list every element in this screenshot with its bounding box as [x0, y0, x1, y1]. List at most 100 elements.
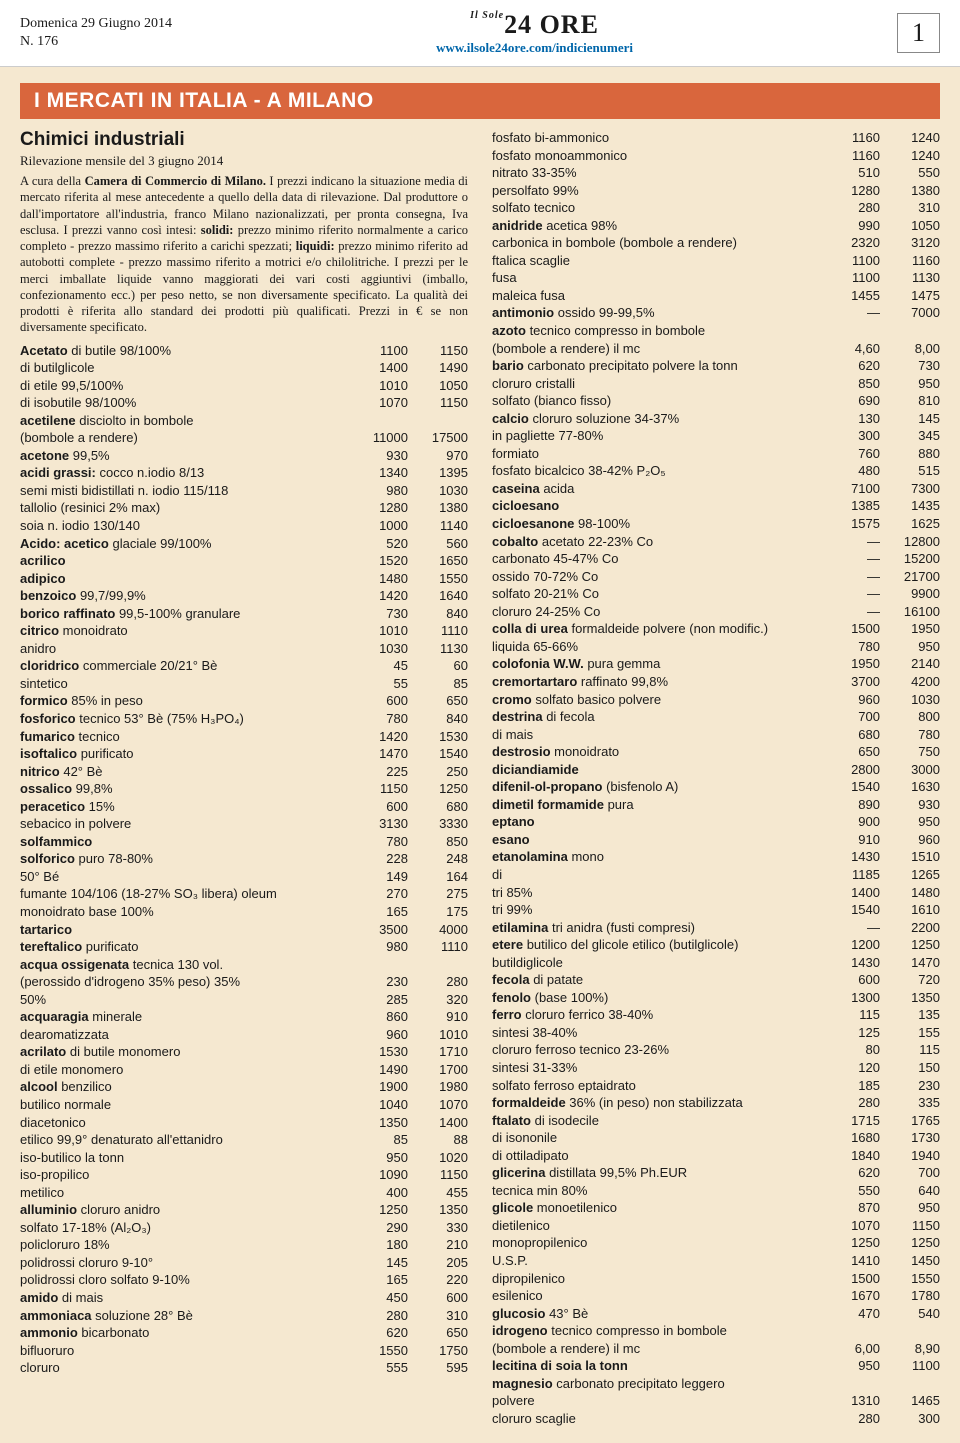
- price-row: bifluoruro15501750: [20, 1342, 468, 1360]
- price-label: persolfato 99%: [492, 182, 832, 200]
- price-max: 1550: [886, 1270, 940, 1288]
- price-label: esilenico: [492, 1287, 832, 1305]
- price-row: solfato 20-21% Co—9900: [492, 585, 940, 603]
- price-max: 1750: [414, 1342, 468, 1360]
- price-max: 930: [886, 796, 940, 814]
- price-min: 980: [360, 938, 414, 956]
- price-row: monopropilenico12501250: [492, 1234, 940, 1252]
- price-row: (bombole a rendere) il mc6,008,90: [492, 1340, 940, 1358]
- price-label: tallolio (resinici 2% max): [20, 499, 360, 517]
- price-row: di isobutile 98/100%10701150: [20, 394, 468, 412]
- price-max: 1640: [414, 587, 468, 605]
- price-min: 6,00: [832, 1340, 886, 1358]
- header-center: Il Sole24 ORE www.ilsole24ore.com/indici…: [172, 10, 897, 56]
- price-label: polvere: [492, 1392, 832, 1410]
- right-price-list: fosfato bi-ammonico11601240fosfato monoa…: [492, 129, 940, 1427]
- price-label: benzoico 99,7/99,9%: [20, 587, 360, 605]
- price-label: cloruro: [20, 1359, 360, 1377]
- price-row: solfammico780850: [20, 833, 468, 851]
- page-number: 1: [897, 13, 940, 53]
- price-row: cicloesanone 98-100%15751625: [492, 515, 940, 533]
- price-row: borico raffinato 99,5-100% granulare7308…: [20, 605, 468, 623]
- price-max: 4200: [886, 673, 940, 691]
- price-row: diciandiamide28003000: [492, 761, 940, 779]
- price-max: 335: [886, 1094, 940, 1112]
- price-min: 1490: [360, 1061, 414, 1079]
- price-max: 515: [886, 462, 940, 480]
- price-row: difenil-ol-propano (bisfenolo A)15401630: [492, 778, 940, 796]
- price-min: 1010: [360, 377, 414, 395]
- price-max: 950: [886, 375, 940, 393]
- price-min: 280: [832, 1094, 886, 1112]
- price-row: destrina di fecola700800: [492, 708, 940, 726]
- price-row: di butilglicole14001490: [20, 359, 468, 377]
- price-label: butildiglicole: [492, 954, 832, 972]
- price-min: 285: [360, 991, 414, 1009]
- price-max: 595: [414, 1359, 468, 1377]
- price-max: 1470: [886, 954, 940, 972]
- price-label: semi misti bidistillati n. iodio 115/118: [20, 482, 360, 500]
- price-label: azoto tecnico compresso in bombole: [492, 322, 832, 340]
- price-row: cobalto acetato 22-23% Co—12800: [492, 533, 940, 551]
- price-row: glucosio 43° Bè470540: [492, 1305, 940, 1323]
- price-min: 1090: [360, 1166, 414, 1184]
- price-max: 4000: [414, 921, 468, 939]
- price-label: adipico: [20, 570, 360, 588]
- price-row: soia n. iodio 130/14010001140: [20, 517, 468, 535]
- price-row: glicerina distillata 99,5% Ph.EUR620700: [492, 1164, 940, 1182]
- price-max: 1020: [414, 1149, 468, 1167]
- price-row: fosforico tecnico 53° Bè (75% H₃PO₄)7808…: [20, 710, 468, 728]
- price-row: polidrossi cloro solfato 9-10%165220: [20, 1271, 468, 1289]
- price-min: [832, 1322, 886, 1340]
- price-label: difenil-ol-propano (bisfenolo A): [492, 778, 832, 796]
- price-max: 1465: [886, 1392, 940, 1410]
- price-label: cloruro cristalli: [492, 375, 832, 393]
- price-max: 15200: [886, 550, 940, 568]
- price-max: 320: [414, 991, 468, 1009]
- price-max: 1140: [414, 517, 468, 535]
- price-label: nitrato 33-35%: [492, 164, 832, 182]
- price-label: colofonia W.W. pura gemma: [492, 655, 832, 673]
- price-row: formiato760880: [492, 445, 940, 463]
- price-row: solforico puro 78-80%228248: [20, 850, 468, 868]
- price-min: 290: [360, 1219, 414, 1237]
- price-label: ftalica scaglie: [492, 252, 832, 270]
- price-min: 950: [360, 1149, 414, 1167]
- price-min: 680: [832, 726, 886, 744]
- price-label: ossido 70-72% Co: [492, 568, 832, 586]
- price-min: 550: [832, 1182, 886, 1200]
- price-max: 730: [886, 357, 940, 375]
- price-row: acrilico15201650: [20, 552, 468, 570]
- price-row: peracetico 15%600680: [20, 798, 468, 816]
- price-min: 125: [832, 1024, 886, 1042]
- price-min: 1410: [832, 1252, 886, 1270]
- price-max: 17500: [414, 429, 468, 447]
- price-min: 555: [360, 1359, 414, 1377]
- price-label: etilico 99,9° denaturato all'ettanidro: [20, 1131, 360, 1149]
- price-max: 455: [414, 1184, 468, 1202]
- price-min: 1160: [832, 129, 886, 147]
- price-min: 950: [832, 1357, 886, 1375]
- price-row: fosfato bi-ammonico11601240: [492, 129, 940, 147]
- price-min: 1680: [832, 1129, 886, 1147]
- price-max: 950: [886, 1199, 940, 1217]
- price-label: diacetonico: [20, 1114, 360, 1132]
- price-max: 1625: [886, 515, 940, 533]
- price-row: cromo solfato basico polvere9601030: [492, 691, 940, 709]
- price-label: sebacico in polvere: [20, 815, 360, 833]
- price-max: 2200: [886, 919, 940, 937]
- price-max: 1130: [886, 269, 940, 287]
- price-row: ammoniaca soluzione 28° Bè280310: [20, 1307, 468, 1325]
- price-label: eptano: [492, 813, 832, 831]
- price-min: 1530: [360, 1043, 414, 1061]
- price-max: 1700: [414, 1061, 468, 1079]
- price-row: glicole monoetilenico870950: [492, 1199, 940, 1217]
- price-label: antimonio ossido 99-99,5%: [492, 304, 832, 322]
- price-min: 1480: [360, 570, 414, 588]
- price-label: fosforico tecnico 53° Bè (75% H₃PO₄): [20, 710, 360, 728]
- price-max: 1480: [886, 884, 940, 902]
- price-row: carbonica in bombole (bombole a rendere)…: [492, 234, 940, 252]
- price-min: 2800: [832, 761, 886, 779]
- price-label: isoftalico purificato: [20, 745, 360, 763]
- price-max: 640: [886, 1182, 940, 1200]
